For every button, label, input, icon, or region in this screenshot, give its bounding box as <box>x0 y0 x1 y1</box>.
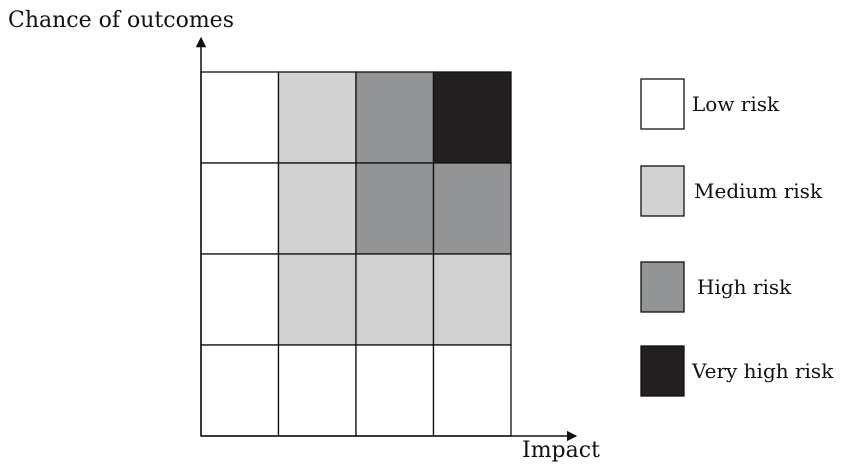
grid-cell-r2-c1 <box>200 162 280 255</box>
grid-cell-r3-c3 <box>355 253 435 346</box>
legend-swatch-3 <box>640 261 685 313</box>
risk-grid <box>200 71 512 437</box>
grid-cell-r4-c2 <box>277 344 357 437</box>
legend-swatch-2 <box>640 165 685 217</box>
legend <box>640 78 685 397</box>
legend-label-3: High risk <box>697 275 792 299</box>
grid-cell-r1-c4 <box>432 71 512 164</box>
grid-cell-r2-c4 <box>432 162 512 255</box>
grid-cell-r3-c2 <box>277 253 357 346</box>
grid-cell-r4-c4 <box>432 344 512 437</box>
legend-swatch-1 <box>640 78 685 130</box>
grid-cell-r2-c2 <box>277 162 357 255</box>
grid-cell-r1-c2 <box>277 71 357 164</box>
y-axis-title: Chance of outcomes <box>8 8 234 33</box>
grid-cell-r3-c4 <box>432 253 512 346</box>
grid-cell-r3-c1 <box>200 253 280 346</box>
grid-cell-r1-c3 <box>355 71 435 164</box>
grid-cell-r1-c1 <box>200 71 280 164</box>
legend-label-1: Low risk <box>692 92 780 116</box>
x-axis-title: Impact <box>522 438 600 463</box>
grid-cell-r2-c3 <box>355 162 435 255</box>
legend-label-2: Medium risk <box>694 179 823 203</box>
grid-cell-r4-c3 <box>355 344 435 437</box>
legend-label-4: Very high risk <box>692 359 834 383</box>
legend-swatch-4 <box>640 345 685 397</box>
grid-cell-r4-c1 <box>200 344 280 437</box>
